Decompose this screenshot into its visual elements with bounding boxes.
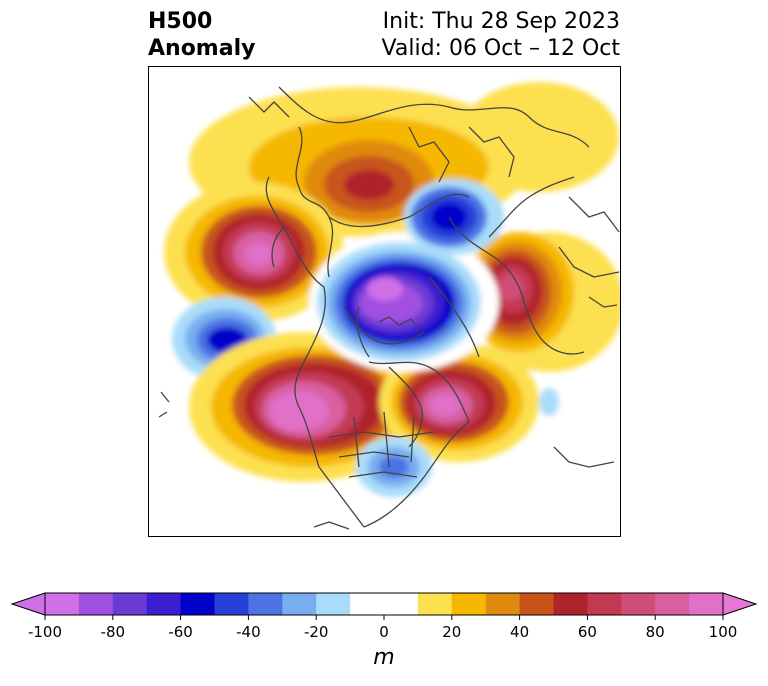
colorbar-bins — [45, 593, 724, 615]
anomaly-arctic-negative — [309, 232, 499, 372]
title-left: H500 Anomaly — [148, 8, 255, 62]
colorbar-tick-label: -100 — [28, 623, 62, 641]
colorbar-bin — [78, 593, 114, 615]
anomaly-southeast-us-negative — [356, 437, 432, 497]
anomaly-map — [148, 66, 621, 537]
colorbar-over-arrow — [722, 592, 758, 616]
colorbar-bin — [621, 593, 656, 615]
colorbar-tick-label: -40 — [236, 623, 261, 641]
valid-range: Valid: 06 Oct – 12 Oct — [381, 36, 620, 61]
coastlines — [158, 86, 620, 530]
title-variable: H500 — [148, 9, 213, 34]
colorbar-under-arrow — [10, 592, 46, 616]
colorbar-bin — [485, 593, 521, 615]
colorbar-bin — [146, 593, 182, 615]
colorbar-tick-label: -80 — [101, 623, 126, 641]
colorbar-bin — [553, 593, 588, 615]
map-canvas — [149, 82, 620, 530]
colorbar-bin — [316, 593, 351, 615]
anomaly-field — [164, 82, 620, 497]
colorbar-bin — [282, 593, 317, 615]
title-type: Anomaly — [148, 36, 256, 61]
colorbar-bin — [587, 593, 622, 615]
map-edge-notch — [149, 285, 155, 319]
colorbar-tick-label: 80 — [646, 623, 665, 641]
colorbar-bin — [689, 593, 724, 615]
colorbar: -100 -80 -60 -40 -20 0 20 40 60 80 100 — [10, 592, 758, 641]
colorbar-tick-label: 60 — [578, 623, 597, 641]
colorbar-ticks: -100 -80 -60 -40 -20 0 20 40 60 80 100 — [28, 615, 737, 641]
colorbar-tick-label: -20 — [304, 623, 329, 641]
colorbar-bin — [45, 593, 80, 615]
colorbar-bin — [112, 593, 148, 615]
colorbar-bin — [417, 593, 453, 615]
title-right: Init: Thu 28 Sep 2023 Valid: 06 Oct – 12… — [382, 8, 620, 62]
colorbar-tick-label: 0 — [379, 623, 389, 641]
colorbar-tick-label: 100 — [709, 623, 738, 641]
init-date: Init: Thu 28 Sep 2023 — [382, 9, 620, 34]
colorbar-bin — [519, 593, 554, 615]
colorbar-bin — [248, 593, 283, 615]
colorbar-tick-label: -60 — [168, 623, 193, 641]
anomaly-atlantic-small-negative — [539, 388, 559, 416]
colorbar-unit-label: m — [373, 645, 395, 670]
anomaly-west-america-positive — [189, 332, 419, 482]
anomaly-siberia-positive — [304, 140, 434, 224]
colorbar-bin — [350, 593, 419, 615]
colorbar-tick-label: 20 — [442, 623, 461, 641]
colorbar-bin — [180, 593, 215, 615]
colorbar-tick-label: 40 — [510, 623, 529, 641]
colorbar-bin — [214, 593, 249, 615]
colorbar-bin — [451, 593, 487, 615]
colorbar-bin — [655, 593, 690, 615]
anomaly-scandinavia-negative — [404, 179, 504, 255]
